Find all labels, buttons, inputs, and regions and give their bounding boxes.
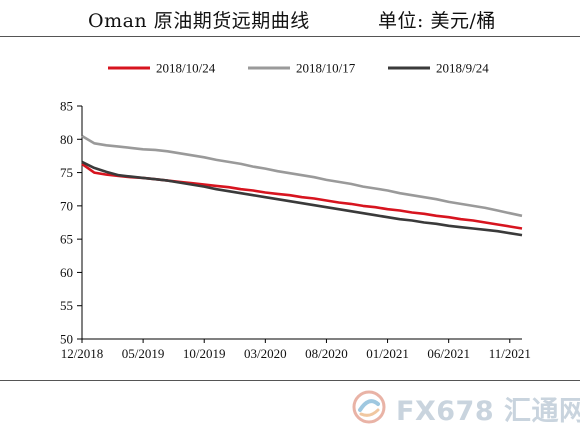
series-line-1 <box>81 162 523 230</box>
x-tick-label: 11/2021 <box>489 346 531 361</box>
legend-label: 2018/10/24 <box>156 61 216 76</box>
x-tick-label: 06/2021 <box>427 346 470 361</box>
y-tick-label: 50 <box>60 332 73 347</box>
x-tick-label: 10/2019 <box>183 346 226 361</box>
y-tick-label: 80 <box>60 132 73 147</box>
x-tick-label: 08/2020 <box>305 346 348 361</box>
fx678-logo-icon <box>352 390 386 424</box>
chart-axes: 50 55 60 65 70 75 80 85 12/2018 05/2019 10/2019 03/… <box>60 99 531 362</box>
top-divider <box>0 36 580 37</box>
series-line-2 <box>81 134 523 218</box>
x-tick-label: 03/2020 <box>244 346 287 361</box>
y-tick-label: 65 <box>60 232 73 247</box>
chart-title: Oman 原油期货远期曲线 <box>88 10 310 32</box>
x-tick-label: 01/2021 <box>366 346 409 361</box>
legend-label: 2018/9/24 <box>436 61 489 76</box>
legend-label: 2018/10/17 <box>296 61 356 76</box>
y-tick-label: 60 <box>60 265 73 280</box>
chart-header: Oman 原油期货远期曲线 单位: 美元/桶 <box>0 0 580 40</box>
watermark: FX678 汇通网 <box>352 388 580 427</box>
chart-legend: 2018/10/24 2018/10/17 2018/9/24 <box>108 61 489 76</box>
bottom-divider <box>0 380 580 381</box>
line-chart: 2018/10/24 2018/10/17 2018/9/24 50 55 60 65 70… <box>60 61 531 362</box>
plot-area <box>81 134 523 237</box>
y-tick-label: 70 <box>60 198 73 213</box>
x-tick-label: 05/2019 <box>122 346 165 361</box>
watermark-text: FX678 汇通网 <box>396 396 580 427</box>
y-tick-label: 75 <box>60 165 73 180</box>
unit-label: 单位: 美元/桶 <box>378 10 496 32</box>
x-tick-label: 12/2018 <box>61 346 104 361</box>
series-line-3 <box>81 160 523 237</box>
y-tick-label: 85 <box>60 99 73 114</box>
y-tick-label: 55 <box>60 298 73 313</box>
